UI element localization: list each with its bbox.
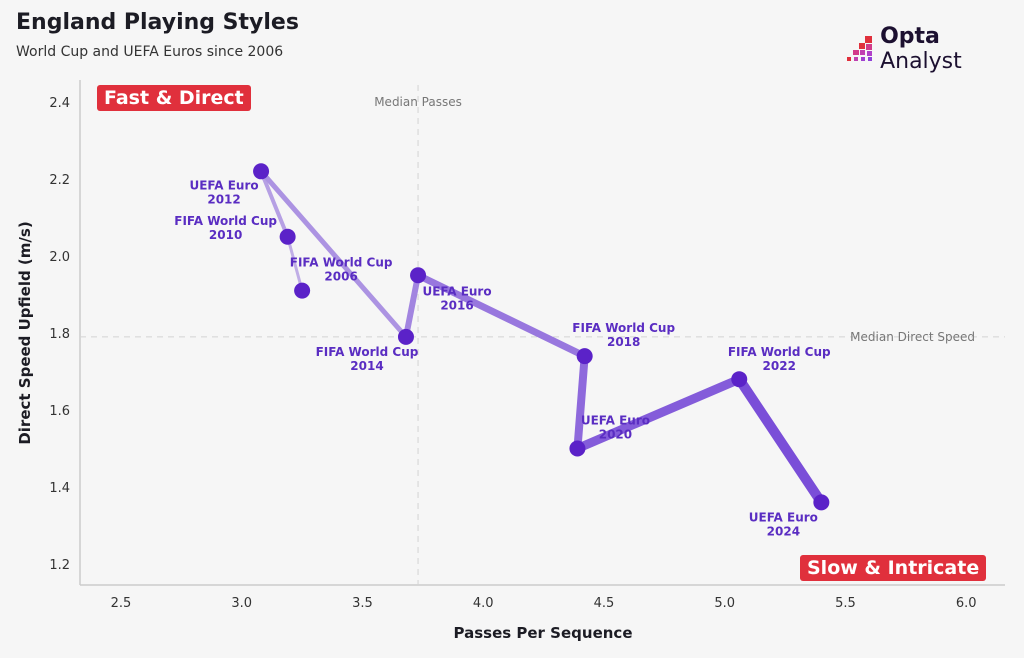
data-point (294, 282, 311, 299)
point-label: FIFA World Cup (572, 321, 675, 335)
data-point (576, 348, 593, 365)
x-tick-label: 5.0 (714, 596, 735, 611)
point-label-year: 2024 (767, 524, 800, 538)
point-label: FIFA World Cup (316, 345, 419, 359)
data-point (253, 163, 270, 180)
y-tick-label: 2.2 (49, 173, 70, 188)
point-label-year: 2020 (599, 428, 632, 442)
point-label-year: 2010 (209, 228, 242, 242)
page-subtitle: World Cup and UEFA Euros since 2006 (16, 44, 284, 60)
x-tick-label: 3.5 (352, 596, 373, 611)
point-label-year: 2018 (607, 335, 640, 349)
data-point (569, 440, 586, 457)
x-tick-label: 4.5 (594, 596, 615, 611)
median-passes-label: Median Passes (374, 95, 462, 109)
trajectory-segment (286, 235, 304, 293)
point-label-year: 2006 (324, 270, 357, 284)
x-tick-label: 5.5 (835, 596, 856, 611)
y-tick-label: 1.8 (49, 327, 70, 342)
page-title: England Playing Styles (16, 10, 299, 35)
y-axis-label: Direct Speed Upfield (m/s) (16, 221, 34, 444)
trajectory-segment (572, 374, 744, 453)
data-point (279, 228, 296, 245)
point-label: UEFA Euro (749, 510, 818, 524)
data-point (410, 267, 427, 284)
trajectory-segment (258, 168, 409, 340)
trajectory-segment (414, 271, 589, 360)
quadrant-label-fast-direct: Fast & Direct (97, 85, 251, 111)
point-label: UEFA Euro (189, 178, 258, 192)
y-tick-label: 1.6 (49, 404, 70, 419)
trajectory-segment (259, 169, 290, 239)
point-label: UEFA Euro (422, 284, 491, 298)
point-label-year: 2022 (763, 359, 796, 373)
point-label: UEFA Euro (581, 414, 650, 428)
x-axis-label: Passes Per Sequence (454, 624, 633, 642)
data-point (813, 494, 830, 511)
point-label: FIFA World Cup (290, 256, 393, 270)
logo-text: Opta Analyst (880, 24, 962, 74)
point-label-year: 2014 (350, 359, 383, 373)
data-point (731, 371, 748, 388)
point-label: FIFA World Cup (728, 345, 831, 359)
trajectory-segment (402, 272, 422, 340)
opta-analyst-logo: Opta Analyst (845, 24, 1024, 74)
y-tick-label: 2.4 (49, 96, 70, 111)
x-tick-label: 6.0 (956, 596, 977, 611)
point-label-year: 2016 (440, 298, 473, 312)
y-tick-label: 1.2 (49, 558, 70, 573)
y-tick-label: 2.0 (49, 250, 70, 265)
x-tick-label: 4.0 (473, 596, 494, 611)
x-tick-label: 2.5 (111, 596, 132, 611)
point-label: FIFA World Cup (174, 214, 277, 228)
x-tick-label: 3.0 (231, 596, 252, 611)
data-point (397, 328, 414, 345)
y-tick-label: 1.4 (49, 481, 70, 496)
logo-icon (847, 36, 872, 61)
median-speed-label: Median Direct Speed (850, 330, 975, 344)
trajectory-segment (573, 352, 589, 453)
quadrant-label-slow-intricate: Slow & Intricate (800, 555, 987, 581)
trajectory-segment (734, 374, 827, 508)
point-label-year: 2012 (207, 192, 240, 206)
